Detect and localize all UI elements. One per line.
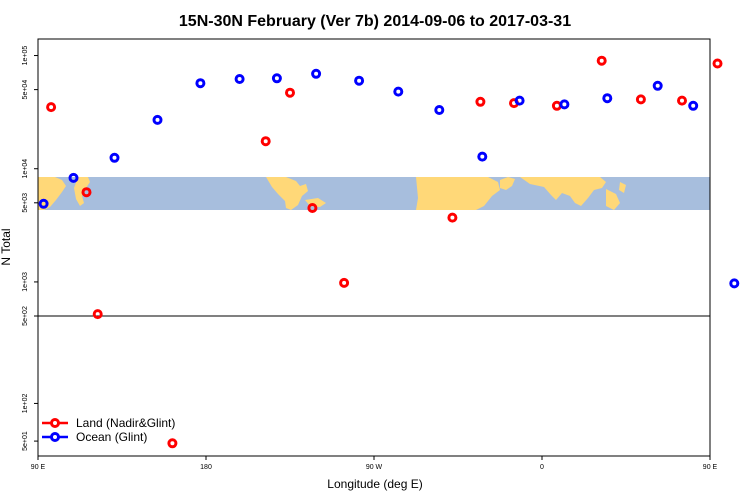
ocean-point [652, 80, 663, 91]
y-tick-label: 1e+02 [22, 394, 29, 414]
ocean-point [271, 73, 282, 84]
y-tick-label: 5e+04 [22, 80, 29, 100]
y-tick-label: 5e+02 [22, 306, 29, 326]
map-land [38, 177, 626, 210]
land-point [46, 102, 57, 113]
legend: Land (Nadir&Glint) Ocean (Glint) [42, 416, 175, 444]
land-point [92, 309, 103, 320]
land-point [677, 95, 687, 106]
legend-item-land: Land (Nadir&Glint) [42, 416, 175, 430]
land-point [447, 212, 458, 223]
land-point [475, 96, 486, 107]
land-point [81, 187, 92, 198]
ocean-point [234, 74, 245, 84]
ocean-point [354, 75, 365, 86]
y-tick-label: 1e+05 [22, 46, 29, 66]
x-tick-label: 90 E [703, 464, 718, 471]
legend-item-ocean: Ocean (Glint) [42, 430, 147, 444]
ocean-point [68, 172, 79, 183]
ocean-point [559, 99, 570, 110]
ocean-point [477, 151, 488, 162]
land-point [260, 136, 271, 147]
legend-ocean-label: Ocean (Glint) [76, 430, 147, 444]
x-axis-label: Longitude (deg E) [327, 477, 422, 491]
y-tick-label: 1e+03 [22, 272, 29, 292]
land-point [285, 87, 295, 98]
legend-land-marker [50, 418, 60, 428]
ocean-point [152, 114, 163, 125]
x-tick-label: 90 W [366, 464, 383, 471]
chart-title: 15N-30N February (Ver 7b) 2014-09-06 to … [179, 13, 571, 30]
ocean-point [109, 152, 120, 163]
ocean-point [311, 68, 322, 79]
legend-land-label: Land (Nadir&Glint) [76, 416, 175, 430]
y-tick-label: 5e+01 [22, 431, 29, 451]
land-point [551, 100, 562, 111]
land-point [596, 55, 607, 66]
data-points [38, 55, 740, 449]
ocean-point [688, 100, 699, 111]
ocean-point [729, 278, 740, 289]
land-point [712, 58, 723, 69]
ocean-point [434, 105, 445, 115]
y-axis-ticks: 5e+01 1e+02 5e+02 1e+03 5e+03 1e+04 5e+04 1e+05 [22, 46, 38, 451]
ocean-point [514, 95, 525, 106]
land-point [307, 203, 318, 213]
y-axis-label: N Total [0, 228, 13, 265]
x-tick-label: 90 E [31, 464, 46, 471]
land-point [339, 277, 350, 288]
y-tick-label: 5e+03 [22, 193, 29, 213]
ocean-point [393, 86, 404, 97]
legend-ocean-marker [50, 432, 60, 442]
land-point [635, 94, 646, 105]
x-tick-label: 0 [540, 464, 544, 471]
land-point [167, 438, 178, 449]
ocean-point [195, 78, 206, 89]
x-tick-label: 180 [200, 464, 212, 471]
world-map-background [38, 177, 710, 210]
ocean-point [38, 198, 49, 209]
y-tick-label: 1e+04 [22, 159, 29, 179]
ocean-point [602, 93, 613, 104]
